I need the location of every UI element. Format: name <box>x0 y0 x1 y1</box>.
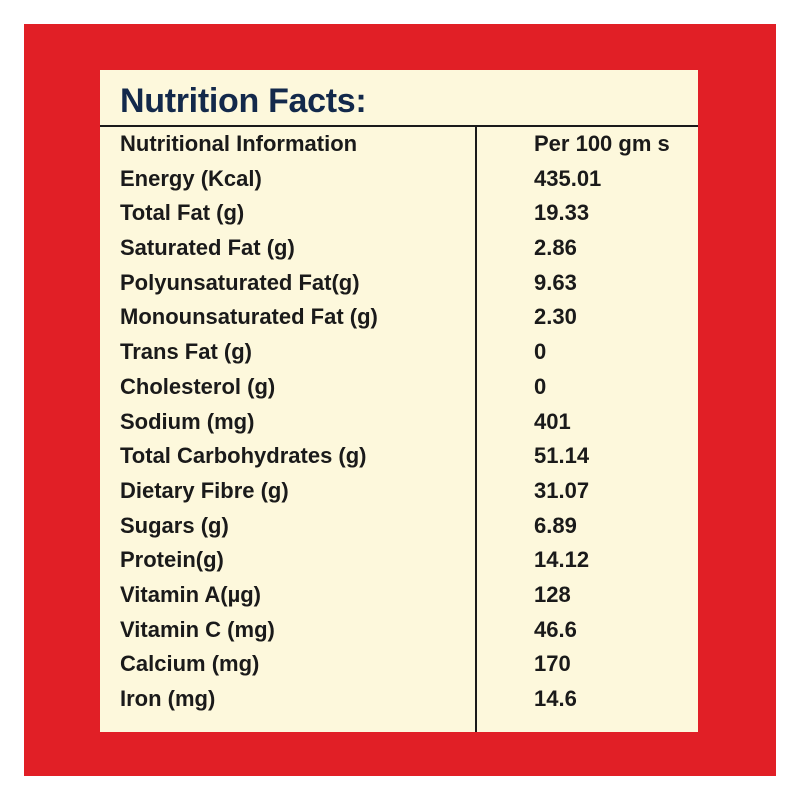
nutrient-value: 9.63 <box>534 269 577 295</box>
nutrient-value: 14.12 <box>534 547 590 573</box>
nutrient-label: Total Carbohydrates (g) <box>120 443 367 469</box>
table-row: Cholesterol (g) 0 <box>100 370 698 405</box>
nutrient-label: Monounsaturated Fat (g) <box>120 304 378 330</box>
table-row: Total Carbohydrates (g) 51.14 <box>100 439 698 474</box>
header-value: Per 100 gm s <box>534 131 670 156</box>
table-row: Vitamin A(µg) 128 <box>100 578 698 613</box>
nutrient-label: Vitamin C (mg) <box>120 616 275 642</box>
nutrient-value: 31.07 <box>534 477 590 503</box>
nutrient-label: Iron (mg) <box>120 686 216 711</box>
table-row: Vitamin C (mg) 46.6 <box>100 613 698 648</box>
nutrient-label: Calcium (mg) <box>120 651 260 677</box>
nutrient-label: Dietary Fibre (g) <box>120 477 289 503</box>
table-row: Monounsaturated Fat (g) 2.30 <box>100 300 698 335</box>
nutrition-table: Nutritional Information Per 100 gm s Ene… <box>100 127 698 717</box>
nutrient-label: Vitamin A(µg) <box>120 581 262 607</box>
nutrient-value: 0 <box>534 339 547 365</box>
nutrient-value: 0 <box>534 373 547 399</box>
table-row: Saturated Fat (g) 2.86 <box>100 231 698 266</box>
header-label: Nutritional Information <box>120 131 358 156</box>
nutrition-title: Nutrition Facts: <box>120 82 367 120</box>
table-row: Sodium (mg) 401 <box>100 405 698 440</box>
table-row: Trans Fat (g) 0 <box>100 335 698 370</box>
nutrient-value: 128 <box>534 581 571 607</box>
column-divider <box>475 125 477 732</box>
nutrient-value: 6.89 <box>534 512 577 538</box>
nutrient-value: 170 <box>534 651 571 677</box>
nutrition-panel: Nutrition Facts: Nutritional Information… <box>100 70 698 732</box>
table-row: Total Fat (g) 19.33 <box>100 196 698 231</box>
table-row: Protein(g) 14.12 <box>100 543 698 578</box>
nutrient-value: 2.30 <box>534 304 577 330</box>
nutrient-label: Sugars (g) <box>120 512 229 538</box>
nutrient-label: Energy (Kcal) <box>120 165 262 191</box>
nutrient-label: Polyunsaturated Fat(g) <box>120 269 360 295</box>
nutrient-value: 14.6 <box>534 686 577 711</box>
table-row: Iron (mg) 14.6 <box>100 682 698 717</box>
nutrient-label: Cholesterol (g) <box>120 373 276 399</box>
nutrient-label: Trans Fat (g) <box>120 339 253 365</box>
nutrient-value: 51.14 <box>534 443 590 469</box>
table-header-row: Nutritional Information Per 100 gm s <box>100 127 698 162</box>
table-row: Sugars (g) 6.89 <box>100 509 698 544</box>
nutrient-value: 435.01 <box>534 165 602 191</box>
nutrient-label: Protein(g) <box>120 547 224 573</box>
nutrient-label: Saturated Fat (g) <box>120 235 295 261</box>
nutrient-value: 401 <box>534 408 571 434</box>
table-row: Calcium (mg) 170 <box>100 647 698 682</box>
table-row: Dietary Fibre (g) 31.07 <box>100 474 698 509</box>
table-row: Polyunsaturated Fat(g) 9.63 <box>100 266 698 301</box>
nutrient-label: Total Fat (g) <box>120 200 245 226</box>
nutrient-value: 46.6 <box>534 616 577 642</box>
nutrient-value: 2.86 <box>534 235 577 261</box>
nutrient-label: Sodium (mg) <box>120 408 255 434</box>
title-divider <box>100 125 698 127</box>
table-row: Energy (Kcal) 435.01 <box>100 162 698 197</box>
nutrient-value: 19.33 <box>534 200 590 226</box>
